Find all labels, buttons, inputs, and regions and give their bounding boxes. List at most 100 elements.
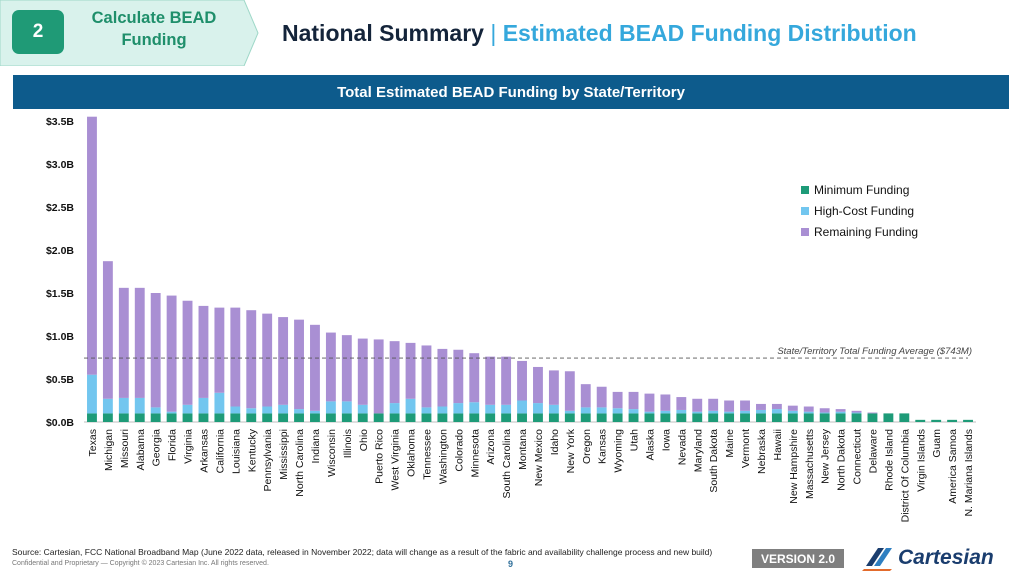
bar-segment-remaining-funding [867,412,878,414]
bar-segment-remaining-funding [102,261,113,399]
bar-segment-remaining-funding [835,409,846,412]
bar-segment-high-cost-funding [708,410,719,414]
bar-segment-remaining-funding [469,353,480,403]
x-tick-label: Alaska [644,429,656,461]
bar-segment-high-cost-funding [134,397,145,414]
bar-segment-high-cost-funding [533,403,543,414]
x-tick-label: North Carolina [294,429,306,497]
x-tick-label: Maine [724,429,736,458]
bar-segment-minimum-funding [835,413,846,422]
bar-segment-high-cost-funding [102,398,113,414]
bar-segment-minimum-funding [867,413,878,422]
x-tick-label: Virgin Islands [915,429,927,492]
bar-segment-minimum-funding [150,413,161,422]
bar-segment-high-cost-funding [198,397,209,414]
legend-label: Remaining Funding [814,225,918,239]
bar-segment-high-cost-funding [246,408,257,414]
bar-segment-high-cost-funding [278,404,289,414]
x-tick-label: Michigan [103,429,115,471]
bar-segment-high-cost-funding [501,404,512,414]
bar-segment-minimum-funding [469,413,480,422]
bar-segment-minimum-funding [803,413,814,422]
x-tick-label: Tennessee [421,429,433,480]
bar-segment-high-cost-funding [835,411,846,414]
y-tick-label: $3.0B [46,159,74,171]
bar-segment-high-cost-funding [660,410,671,414]
bar-segment-high-cost-funding [803,411,814,414]
x-tick-label: Florida [167,429,179,461]
bar-segment-minimum-funding [453,413,464,422]
bar-segment-minimum-funding [644,413,655,422]
page-title-main: National Summary [282,20,484,46]
bar-segment-high-cost-funding [787,410,798,414]
bar-segment-minimum-funding [102,413,113,422]
y-tick-label: $3.5B [46,116,74,128]
bar-segment-minimum-funding [771,413,782,422]
bar-segment-remaining-funding [166,295,177,412]
bar-segment-minimum-funding [756,413,766,422]
bar-segment-remaining-funding [756,403,766,410]
bar-segment-high-cost-funding [692,411,703,414]
bar-segment-minimum-funding [341,413,352,422]
bar-segment-minimum-funding [278,413,289,422]
bar-segment-minimum-funding [628,413,639,422]
x-tick-label: Nevada [676,429,688,465]
bar-segment-high-cost-funding [580,407,591,414]
bar-segment-remaining-funding [214,307,225,393]
page-number: 9 [508,559,514,569]
bar-segment-minimum-funding [214,413,225,422]
bar-segment-remaining-funding [437,348,448,407]
bar-segment-remaining-funding [389,341,400,404]
bar-segment-remaining-funding [548,370,559,405]
bar-segment-remaining-funding [373,339,384,414]
bar-segment-remaining-funding [118,287,129,398]
bar-segment-minimum-funding [883,413,894,422]
cartesian-logo-icon [862,548,892,571]
bar-segment-high-cost-funding [389,403,400,414]
bar-segment-high-cost-funding [771,409,782,414]
bar-segment-minimum-funding [262,413,273,422]
bar-segment-minimum-funding [373,413,384,422]
bar-segment-minimum-funding [740,413,750,422]
x-tick-label: Washington [437,429,449,484]
x-tick-label: Nebraska [756,429,768,474]
x-tick-label: Vermont [740,429,752,468]
bar-segment-remaining-funding [819,408,830,413]
bar-segment-minimum-funding [548,413,559,422]
bar-segment-high-cost-funding [676,409,687,414]
footer-confidential: Confidential and Proprietary — Copyright… [12,560,269,567]
page-title-sub: Estimated BEAD Funding Distribution [502,20,917,46]
bar-segment-minimum-funding [612,413,623,422]
x-tick-label: Arkansas [198,429,210,473]
x-tick-label: Kentucky [246,428,258,472]
y-tick-label: $0.5B [46,374,74,386]
x-tick-label: Guam [931,429,943,458]
x-tick-label: America Samoa [947,429,959,504]
x-tick-label: Connecticut [852,429,864,485]
x-tick-label: Wyoming [613,429,625,473]
bar-segment-minimum-funding [501,413,512,422]
bar-segment-remaining-funding [660,394,671,411]
x-tick-label: Wisconsin [326,429,338,477]
bar-segment-minimum-funding [118,413,129,422]
bar-segment-high-cost-funding [851,412,862,414]
bar-segment-remaining-funding [357,338,368,405]
x-tick-label: Rhode Island [883,429,895,491]
step-tab[interactable]: 2 Calculate BEAD Funding [0,0,262,66]
x-tick-label: Louisiana [230,429,242,474]
bar-segment-high-cost-funding [310,410,320,414]
bar-segment-remaining-funding [533,366,543,404]
bar-segment-high-cost-funding [214,392,225,414]
bar-segment-remaining-funding [580,384,591,408]
legend-swatch [801,207,809,215]
step-number-badge: 2 [12,10,64,54]
bar-segment-remaining-funding [485,356,496,405]
bar-segment-remaining-funding [246,310,257,409]
footer-source: Source: Cartesian, FCC National Broadban… [12,547,713,557]
x-tick-label: Pennsylvania [262,429,274,492]
bar-segment-remaining-funding [771,403,782,410]
y-tick-label: $1.5B [46,288,74,300]
bar-segment-minimum-funding [564,413,575,422]
bar-segment-remaining-funding [517,360,527,401]
x-tick-label: Idaho [549,429,561,455]
